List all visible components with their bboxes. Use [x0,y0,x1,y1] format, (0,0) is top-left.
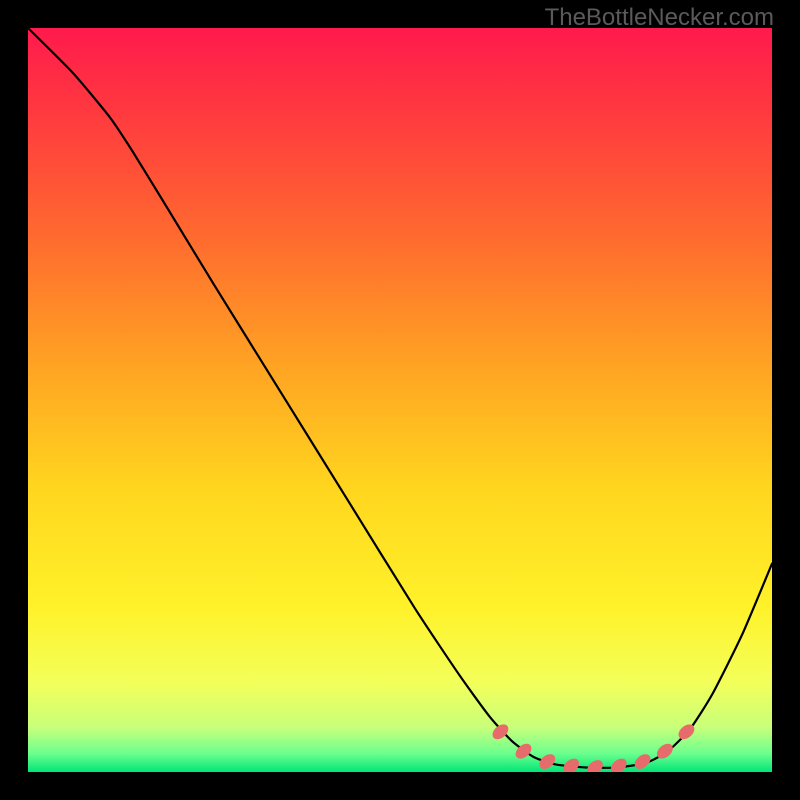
chart-background [28,28,772,772]
bottleneck-chart [28,28,772,772]
watermark-text: TheBottleNecker.com [545,4,774,32]
